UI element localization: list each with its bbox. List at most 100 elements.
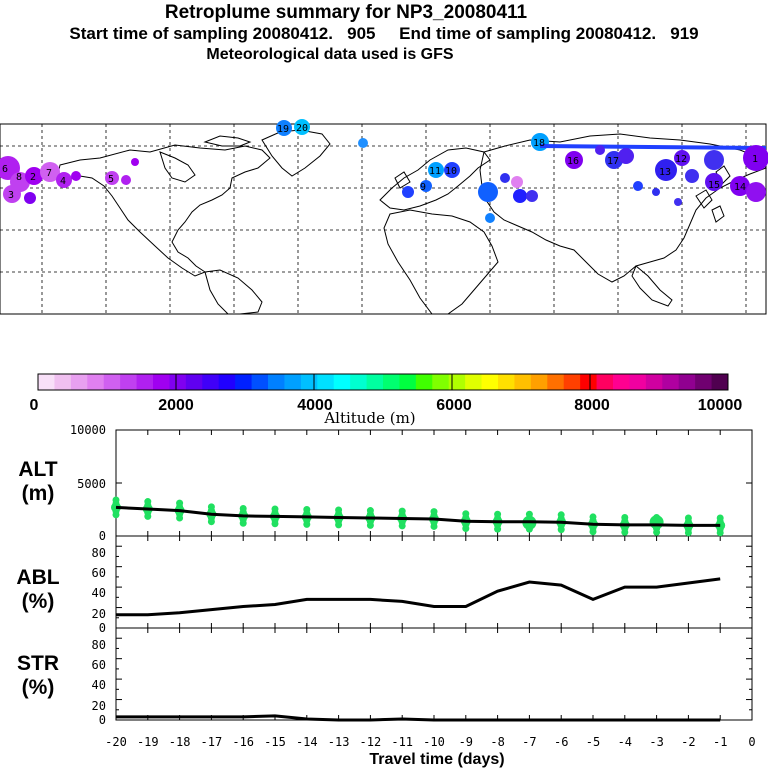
colorbar-swatch — [350, 374, 368, 390]
panels-frame — [115, 429, 753, 721]
x-tick-label: 0 — [748, 735, 755, 749]
chart-title: Retroplume summary for NP3_20080411 — [164, 2, 528, 23]
alt-y-ticks: 10000 5000 0 — [70, 423, 106, 543]
colorbar-swatch — [218, 374, 236, 390]
alt-scatter-point — [271, 505, 279, 513]
colorbar-swatch — [383, 374, 400, 390]
marker-label: 16 — [567, 156, 579, 167]
colorbar-swatch — [399, 374, 417, 390]
plume-marker — [485, 213, 495, 223]
colorbar-swatch — [695, 374, 713, 390]
plume-marker — [105, 171, 119, 185]
plume-marker — [746, 182, 766, 202]
marker-label: 18 — [533, 138, 545, 149]
x-tick-label: -16 — [232, 735, 254, 749]
colorbar-tick-label: 4000 — [297, 397, 333, 414]
x-tick-label: -7 — [522, 735, 536, 749]
abl-y-tick-label: 80 — [92, 546, 106, 560]
colorbar-swatch — [514, 374, 532, 390]
x-tick-label: -8 — [490, 735, 504, 749]
plume-marker — [513, 189, 527, 203]
x-tick-label: -17 — [201, 735, 223, 749]
marker-label: 11 — [429, 166, 441, 177]
str-y-tick-label: 20 — [92, 699, 106, 713]
map-frame — [0, 123, 767, 315]
plume-marker — [595, 145, 605, 155]
alt-scatter-point — [335, 506, 343, 514]
plume-marker — [25, 167, 43, 185]
abl-panel-unit: (%) — [22, 590, 55, 613]
alt-scatter-point — [366, 507, 374, 515]
plume-marker — [511, 176, 523, 188]
plume-marker — [71, 171, 81, 181]
marker-label: 6 — [2, 164, 8, 175]
colorbar-swatch — [580, 374, 598, 390]
colorbar-swatch — [103, 374, 121, 390]
colorbar-swatch — [563, 374, 581, 390]
panel-labels: ALT (m) ABL (%) STR (%) — [16, 458, 59, 699]
marker-label: 14 — [734, 182, 746, 193]
plume-marker — [500, 173, 510, 183]
colorbar-swatch — [613, 374, 630, 390]
plume-marker — [743, 145, 768, 171]
x-tick-labels: -20 -19 -18 -17 -16 -15 -14 -13 -12 -11 … — [105, 735, 755, 749]
plume-marker — [358, 138, 368, 148]
plume-marker — [444, 162, 460, 178]
marker-label: 7 — [46, 168, 52, 179]
plume-marker — [478, 182, 498, 202]
x-tick-label: -11 — [391, 735, 413, 749]
colorbar-swatch — [120, 374, 138, 390]
str-y-ticks: 80 60 40 20 0 — [92, 638, 106, 727]
colorbar-swatch — [547, 374, 565, 390]
plume-marker — [420, 180, 432, 192]
x-axis-title: Travel time (days) — [369, 751, 504, 768]
x-tick-label: -12 — [360, 735, 382, 749]
alt-panel-unit: (m) — [22, 482, 55, 505]
x-tick-label: -10 — [423, 735, 445, 749]
marker-label: 12 — [675, 154, 687, 165]
alt-scatter-points — [111, 496, 726, 537]
abl-y-tick-label: 40 — [92, 586, 106, 600]
plume-marker — [730, 176, 750, 196]
plume-marker — [3, 185, 21, 203]
marker-label: 13 — [659, 167, 671, 178]
plume-marker — [56, 172, 72, 188]
plume-marker — [402, 186, 414, 198]
x-tick-label: -4 — [618, 735, 632, 749]
colorbar-swatch — [38, 374, 55, 390]
colorbar-swatch — [300, 374, 318, 390]
plume-track — [539, 144, 767, 150]
altitude-colorbar — [37, 373, 729, 391]
x-tick-label: -1 — [713, 735, 727, 749]
alt-scatter-point — [589, 513, 597, 521]
colorbar-swatch — [366, 374, 384, 390]
alt-scatter-point — [557, 511, 565, 519]
x-tick-label: -6 — [554, 735, 568, 749]
colorbar-tick-label: 6000 — [436, 397, 472, 414]
x-tick-label: -2 — [681, 735, 695, 749]
colorbar-swatch — [202, 374, 220, 390]
colorbar-swatch — [317, 374, 335, 390]
colorbar-swatch — [530, 374, 548, 390]
world-map: 19 20 18 16 15 17 12 13 14 10 11 9 8 7 6… — [0, 119, 768, 315]
x-tick-label: -19 — [137, 735, 159, 749]
plume-marker — [276, 120, 292, 136]
colorbar-swatch — [498, 374, 515, 390]
colorbar-swatch — [136, 374, 154, 390]
alt-median-line — [115, 505, 721, 527]
colorbar-swatch — [645, 374, 663, 390]
alt-scatter-point — [430, 508, 438, 516]
alt-y-tick-label: 10000 — [70, 423, 106, 437]
marker-label: 5 — [108, 174, 114, 185]
colorbar-swatch — [465, 374, 483, 390]
plume-marker — [618, 148, 634, 164]
colorbar-swatch — [284, 374, 302, 390]
marker-label: 10 — [445, 166, 457, 177]
str-y-tick-label: 40 — [92, 678, 106, 692]
x-tick-label: -20 — [105, 735, 127, 749]
colorbar-swatch — [448, 374, 466, 390]
marker-label: 4 — [60, 176, 66, 187]
time-series-panels — [111, 429, 753, 722]
colorbar-swatch — [596, 374, 614, 390]
colorbar-swatch — [54, 374, 72, 390]
